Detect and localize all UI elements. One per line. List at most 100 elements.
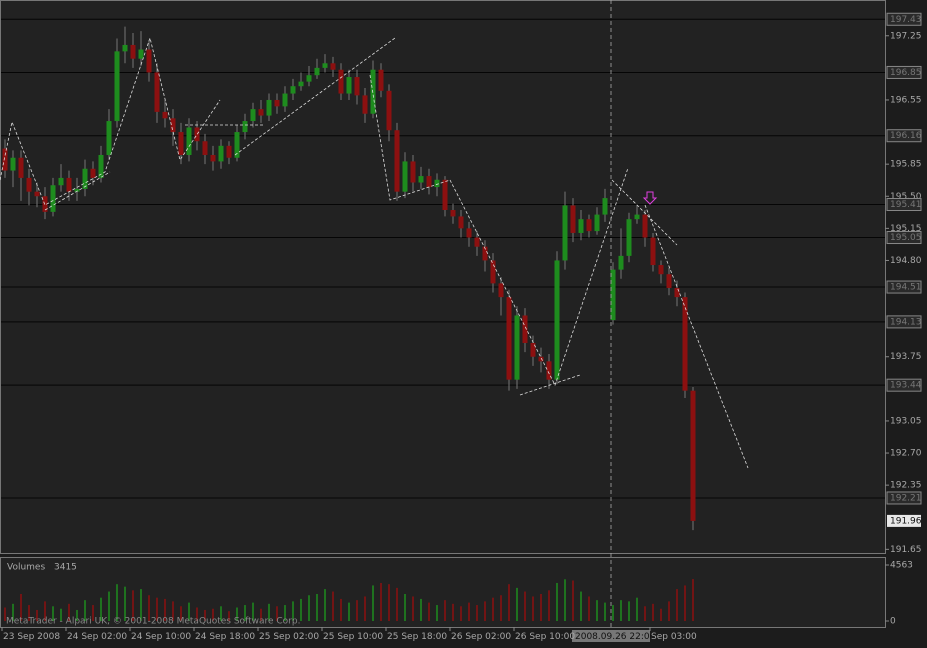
x-tick-label: 24 Sep 10:00 [131, 632, 191, 642]
current-price-box [887, 514, 921, 527]
zigzag-line [519, 374, 581, 396]
candle-body [514, 315, 520, 380]
x-tick-label: 24 Sep 18:00 [195, 632, 255, 642]
candle-body [458, 216, 464, 229]
candle-body [234, 132, 240, 158]
candle-body [130, 44, 136, 59]
candle-body [682, 297, 688, 391]
candle-body [658, 265, 664, 275]
candle-body [2, 148, 8, 171]
y-tick-label: 194.80 [890, 256, 922, 266]
volume-last: 3415 [54, 563, 77, 573]
candle-body [306, 75, 312, 82]
watermark: MetaTrader - Alpari UK, © 2001-2008 Meta… [6, 617, 300, 627]
level-label: 192.21 [890, 493, 922, 503]
zigzag-line [0, 36, 221, 206]
candle-body [314, 67, 320, 76]
level-box [886, 378, 922, 392]
level-box [886, 280, 922, 294]
level-label: 193.44 [890, 381, 922, 391]
candle-body [258, 109, 264, 116]
candle-body [346, 77, 352, 94]
level-box [886, 315, 922, 329]
level-box [886, 231, 922, 245]
candle-body [610, 269, 616, 321]
candle-body [450, 210, 456, 217]
candle-body [122, 44, 128, 52]
candle-body [82, 168, 88, 189]
signal-arrow [642, 191, 658, 205]
candle-body [602, 198, 608, 215]
candle-body [338, 69, 344, 94]
zigzag [0, 36, 749, 469]
candle-body [466, 228, 472, 238]
level-label: 195.41 [890, 200, 922, 210]
candle-body [74, 188, 80, 192]
candle-body [386, 90, 392, 131]
candle-body [138, 49, 144, 59]
zigzag-line [611, 179, 678, 246]
zigzag-line [449, 167, 629, 387]
candle-body [210, 154, 216, 162]
candle-body [434, 179, 440, 188]
candle-body [482, 246, 488, 261]
price-panel [0, 0, 886, 554]
candle-body [242, 121, 248, 133]
candle-body [114, 51, 120, 122]
y-tick-label: 192.35 [890, 481, 922, 491]
x-tick-label: 24 Sep 02:00 [67, 632, 127, 642]
candle-body [170, 118, 176, 133]
candle-body [146, 49, 152, 73]
candle-body [418, 176, 424, 183]
level-label: 194.51 [890, 283, 922, 293]
candle-body [562, 205, 568, 261]
candle-body [58, 177, 64, 186]
volume-tick-label: 0 [890, 617, 896, 627]
candle-body [626, 219, 632, 256]
volume-tick-label: 4563 [890, 561, 913, 571]
y-tick-label: 193.75 [890, 352, 922, 362]
zigzag-line [644, 204, 749, 469]
cursor-time-box [572, 630, 650, 642]
candle-body [186, 127, 192, 155]
candle-body [594, 214, 600, 232]
candle-body [266, 99, 272, 116]
candle-body [506, 297, 512, 380]
zigzag-line [44, 171, 111, 211]
candle-body [226, 145, 232, 158]
candle-body [498, 283, 504, 298]
level-box [886, 12, 922, 26]
candle-body [650, 237, 656, 266]
candle-body [578, 219, 584, 233]
candle-body [202, 141, 208, 155]
candle-body [666, 274, 672, 288]
candle-body [354, 77, 360, 96]
candle-body [274, 99, 280, 107]
candle-body [618, 255, 624, 270]
candle-body [178, 132, 184, 155]
candle-body [554, 260, 560, 380]
x-tick-label: 25 Sep 02:00 [259, 632, 319, 642]
marks [2, 26, 696, 621]
candle-body [218, 145, 224, 162]
candle-body [330, 63, 336, 70]
x-tick-label: 23 Sep 2008 [3, 632, 60, 642]
candle-body [282, 93, 288, 107]
x-tick-label: 25 Sep 10:00 [323, 632, 383, 642]
candle-body [154, 72, 160, 112]
candle-body [34, 191, 40, 197]
candle-body [18, 157, 24, 178]
y-tick-label: 195.50 [890, 192, 922, 202]
candle-body [410, 161, 416, 183]
candle-body [442, 179, 448, 211]
level-box [886, 129, 922, 143]
candle-body [674, 287, 680, 298]
candle-body [530, 342, 536, 357]
level-label: 195.05 [890, 233, 922, 243]
candle-body [90, 168, 96, 178]
candle-body [322, 63, 328, 68]
cursor-time: 2008.09.26 22:00 [575, 632, 656, 642]
x-tick-label: Sep 03:00 [651, 632, 697, 642]
candle-body [586, 219, 592, 232]
